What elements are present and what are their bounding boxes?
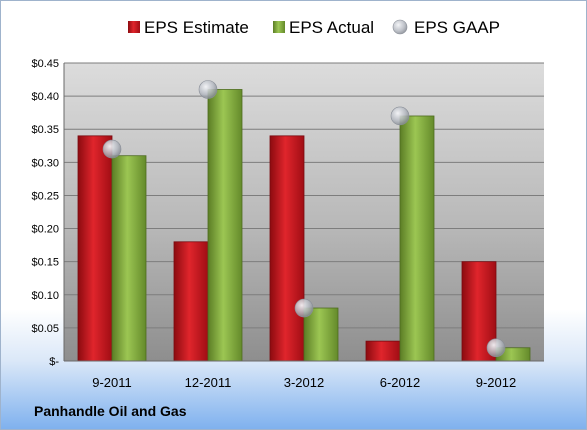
company-name: Panhandle Oil and Gas <box>34 403 187 419</box>
x-tick-label: 9-2011 <box>92 375 132 390</box>
y-tick-label: $0.20 <box>31 224 59 236</box>
legend-item-actual: EPS Actual <box>273 18 374 37</box>
legend-label-estimate: EPS Estimate <box>144 18 249 37</box>
y-tick-label: $0.25 <box>31 190 59 202</box>
bar-eps-actual <box>303 307 339 362</box>
x-tick-label: 3-2012 <box>284 375 324 390</box>
y-tick-label: $0.15 <box>31 257 59 269</box>
legend-label-gaap: EPS GAAP <box>414 18 500 37</box>
legend-label-actual: EPS Actual <box>289 18 374 37</box>
y-tick-label: $0.35 <box>31 124 59 136</box>
y-tick-label: $0.05 <box>31 323 59 335</box>
y-tick-label: $0.40 <box>31 91 59 103</box>
y-tick-label: $0.45 <box>31 58 59 70</box>
marker-eps-gaap <box>390 106 410 126</box>
x-tick-label: 6-2012 <box>380 375 420 390</box>
bar-eps-estimate <box>77 135 113 362</box>
plot-area: $- $0.05 $0.10 $0.15 $0.20 $0.25 $0.30 $0.35 $0.… <box>31 58 544 390</box>
y-tick-label: $0.30 <box>31 157 59 169</box>
y-tick-label: $0.10 <box>31 290 59 302</box>
legend-item-gaap: EPS GAAP <box>392 18 500 37</box>
marker-eps-gaap <box>102 139 122 159</box>
bar-eps-estimate <box>173 241 209 362</box>
legend-swatch-estimate <box>128 21 140 33</box>
legend-marker-gaap <box>392 19 408 35</box>
bar-eps-actual <box>207 89 243 362</box>
bar-eps-actual <box>111 155 147 362</box>
bar-eps-estimate <box>269 135 305 362</box>
x-tick-label: 12-2011 <box>185 375 232 390</box>
x-tick-label: 9-2012 <box>476 375 516 390</box>
y-tick-label: $- <box>49 356 59 368</box>
legend-item-estimate: EPS Estimate <box>128 18 249 37</box>
marker-eps-gaap <box>486 338 506 358</box>
legend: EPS Estimate EPS Actual EPS GAAP <box>128 18 500 37</box>
marker-eps-gaap <box>198 80 218 99</box>
marker-eps-gaap <box>294 298 314 318</box>
bar-eps-estimate <box>365 340 401 362</box>
bar-eps-actual <box>399 115 435 362</box>
legend-swatch-actual <box>273 21 285 33</box>
